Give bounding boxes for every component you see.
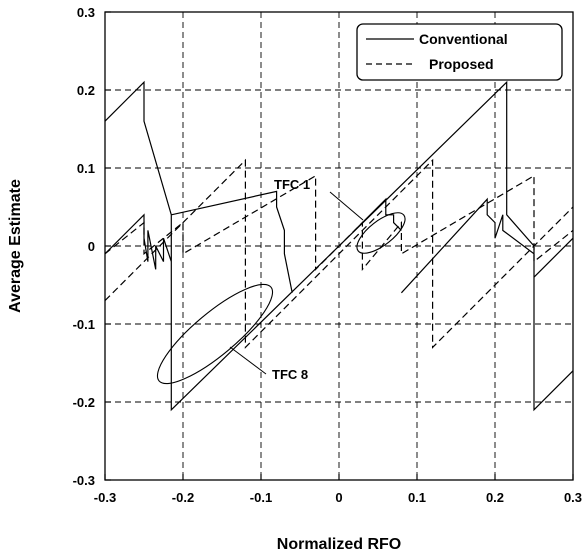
legend-proposed-label: Proposed [429, 56, 494, 72]
x-tick-label-0p1: 0.1 [408, 490, 426, 505]
x-tick-label-0p3: 0.3 [564, 490, 582, 505]
series-line-proposed [104, 158, 574, 349]
y-tick-label-neg-0p3: -0.3 [73, 473, 95, 488]
annotation-layer: TFC 1 TFC 8 [156, 177, 406, 385]
tfc8-label: TFC 8 [272, 367, 308, 382]
y-tick-label-neg-0p2: -0.2 [73, 395, 95, 410]
legend-conventional-label: Conventional [419, 31, 508, 47]
x-tick-label-neg-0p3: -0.3 [94, 490, 116, 505]
legend-box [356, 23, 563, 81]
x-tick-label-neg-0p2: -0.2 [172, 490, 194, 505]
x-tick-label-neg-0p1: -0.1 [250, 490, 272, 505]
x-axis-label: Normalized RFO [277, 536, 401, 553]
y-tick-label-0p2: 0.2 [77, 83, 95, 98]
y-tick-label-0p3: 0.3 [77, 5, 95, 20]
y-tick-label-0: 0 [88, 239, 95, 254]
tfc1-pointer-line [329, 191, 364, 221]
tfc8-ellipse [156, 283, 274, 385]
tfc8-pointer-line [229, 346, 267, 375]
series-layer [104, 80, 574, 412]
tick-layer: -0.3 -0.2 -0.1 0 0.1 0.2 0.3 -0.3 -0.2 -0.1 0 0.1 0.… [73, 5, 582, 505]
y-axis-label: Average Estimate [7, 179, 24, 313]
legend: Conventional Proposed [356, 23, 563, 81]
y-tick-label-neg-0p1: -0.1 [73, 317, 95, 332]
grid-layer [105, 12, 573, 480]
x-tick-label-0p2: 0.2 [486, 490, 504, 505]
y-tick-label-0p1: 0.1 [77, 161, 95, 176]
tfc1-ellipse [356, 212, 406, 254]
tfc1-label: TFC 1 [274, 177, 310, 192]
x-tick-label-0: 0 [335, 490, 342, 505]
